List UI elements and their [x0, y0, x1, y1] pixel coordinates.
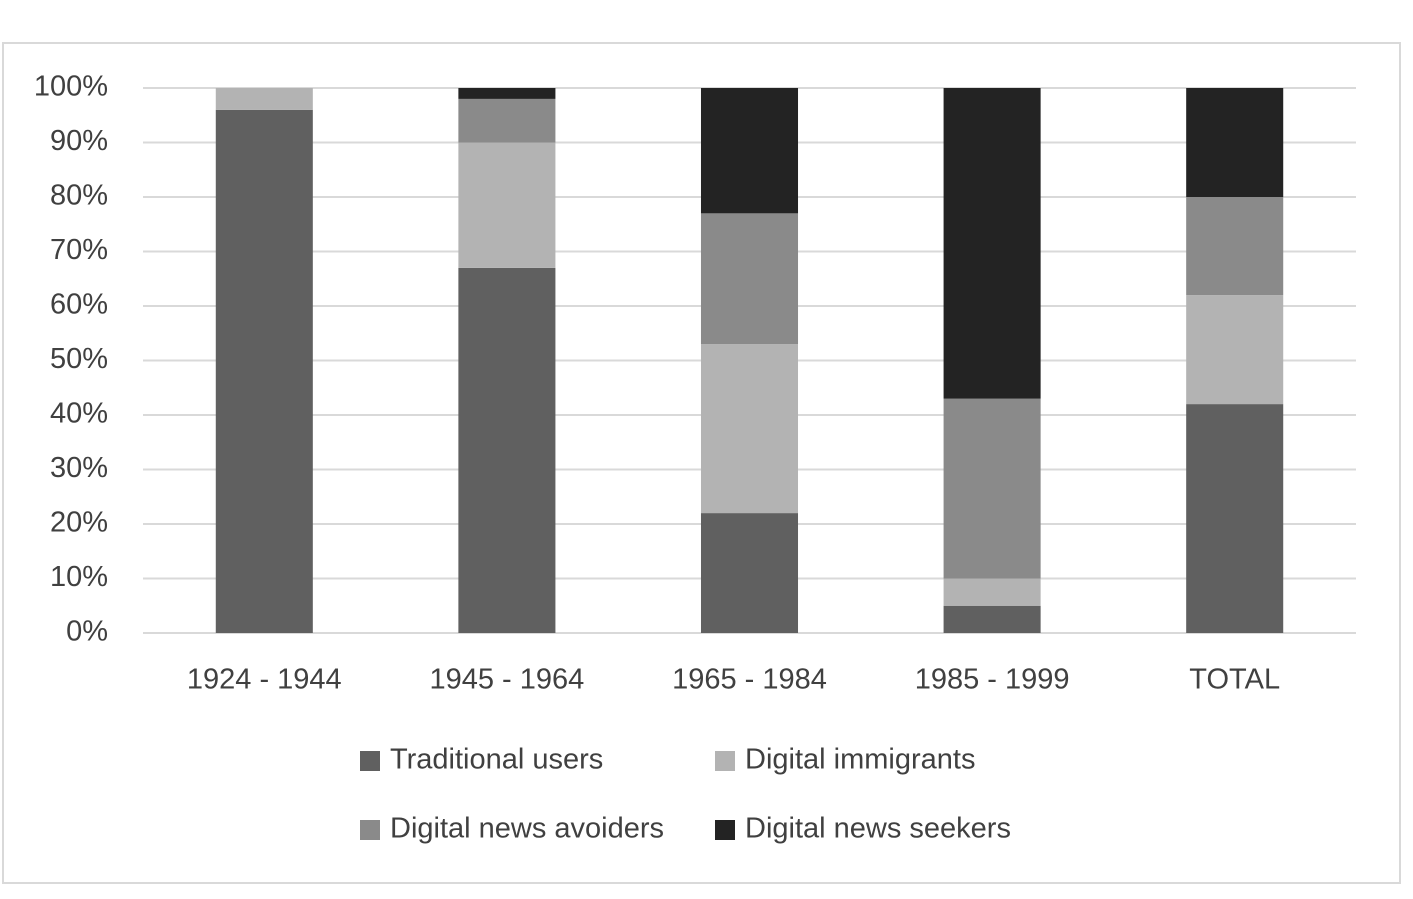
x-tick-label: 1945 - 1964: [429, 664, 584, 696]
legend-swatch: [360, 820, 380, 840]
bar-segment: [943, 605, 1041, 633]
x-tick-label: 1965 - 1984: [672, 664, 827, 696]
legend-label: Digital immigrants: [745, 744, 975, 776]
y-tick-label: 50%: [50, 343, 108, 375]
bar-segment: [215, 88, 313, 110]
y-tick-label: 90%: [50, 125, 108, 157]
bar-segment: [458, 142, 556, 268]
bar-segment: [1186, 295, 1284, 405]
y-tick-label: 30%: [50, 452, 108, 484]
legend-swatch: [360, 751, 380, 771]
x-tick-label: 1985 - 1999: [915, 664, 1070, 696]
bar-segment: [700, 513, 799, 633]
bar-segment: [1186, 88, 1284, 197]
bar-segment: [700, 344, 799, 514]
y-tick-label: 10%: [50, 561, 108, 593]
y-tick-label: 40%: [50, 398, 108, 430]
bar-segment: [700, 88, 799, 214]
bar-segment: [458, 267, 556, 633]
y-tick-label: 100%: [34, 71, 108, 103]
legend-label: Digital news avoiders: [390, 813, 664, 845]
bar-segment: [943, 398, 1041, 579]
x-tick-label: TOTAL: [1189, 664, 1280, 696]
bar-segment: [458, 98, 556, 143]
bar-segment: [215, 109, 313, 634]
legend-label: Traditional users: [390, 744, 603, 776]
bar-segment: [943, 88, 1041, 399]
bar-segment: [1186, 404, 1284, 633]
bar-segment: [700, 213, 799, 345]
y-tick-label: 60%: [50, 289, 108, 321]
legend-swatch: [715, 751, 735, 771]
bar-segment: [458, 88, 556, 99]
bar-segment: [1186, 197, 1284, 296]
y-tick-label: 80%: [50, 180, 108, 212]
y-tick-label: 20%: [50, 507, 108, 539]
legend-label: Digital news seekers: [745, 813, 1011, 845]
y-tick-label: 0%: [66, 616, 108, 648]
y-tick-label: 70%: [50, 234, 108, 266]
bar-segment: [943, 578, 1041, 606]
x-tick-label: 1924 - 1944: [187, 664, 342, 696]
legend-swatch: [715, 820, 735, 840]
